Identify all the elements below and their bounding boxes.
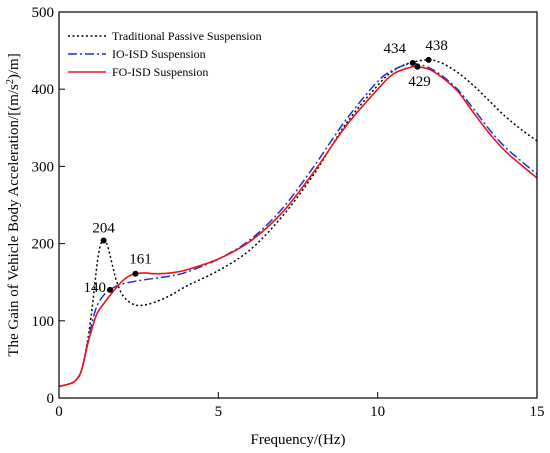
peak-marker-204 bbox=[100, 237, 107, 244]
y-tick-label-1: 100 bbox=[32, 314, 55, 330]
peak-markers: 204 438 140 434 161 429 bbox=[83, 38, 447, 296]
series-line-traditional-passive-suspension bbox=[58, 59, 538, 388]
x-axis-title: Frequency/(Hz) bbox=[251, 432, 346, 448]
peak-label-434: 434 bbox=[383, 41, 406, 57]
y-tick-label-4: 400 bbox=[32, 82, 55, 98]
y-axis-title-suffix: )/m] bbox=[6, 53, 22, 79]
legend-label-fo-isd-suspension: FO-ISD Suspension bbox=[112, 65, 208, 79]
series-line-fo-isd-suspension bbox=[58, 65, 538, 388]
y-tick-label-0: 0 bbox=[47, 391, 55, 407]
peak-label-161: 161 bbox=[129, 252, 152, 268]
peak-marker-438 bbox=[425, 56, 432, 63]
y-tick-label-2: 200 bbox=[32, 237, 55, 253]
y-tick-label-3: 300 bbox=[32, 159, 55, 175]
plot-frame bbox=[58, 11, 538, 399]
peak-marker-434 bbox=[409, 59, 416, 66]
plot-lines bbox=[58, 59, 538, 388]
y-axis-title-prefix: The Gain of Vehicle Body Acceleration/[(… bbox=[6, 84, 22, 357]
legend-label-io-isd-suspension: IO-ISD Suspension bbox=[112, 47, 206, 61]
peak-label-438: 438 bbox=[425, 38, 448, 54]
series-line-io-isd-suspension bbox=[58, 62, 538, 388]
peak-label-204: 204 bbox=[92, 221, 115, 237]
x-tick-label-0: 0 bbox=[55, 404, 63, 420]
legend-label-traditional-passive-suspension: Traditional Passive Suspension bbox=[112, 29, 262, 43]
axis-ticks: 0 5 10 15 0 100 200 300 400 500 bbox=[32, 5, 545, 420]
peak-marker-429 bbox=[414, 63, 421, 70]
y-axis-title: The Gain of Vehicle Body Acceleration/[(… bbox=[5, 53, 23, 356]
peak-marker-161 bbox=[132, 270, 139, 277]
peak-marker-140 bbox=[106, 286, 113, 293]
x-tick-label-3: 15 bbox=[530, 404, 545, 420]
y-axis-title-superscript: 2 bbox=[5, 79, 16, 84]
peak-label-140: 140 bbox=[83, 280, 106, 296]
y-tick-label-5: 500 bbox=[32, 5, 55, 21]
peak-label-429: 429 bbox=[408, 74, 431, 90]
x-tick-label-2: 10 bbox=[370, 404, 385, 420]
x-tick-label-1: 5 bbox=[215, 404, 223, 420]
legend: Traditional Passive Suspension IO-ISD Sus… bbox=[68, 29, 262, 79]
